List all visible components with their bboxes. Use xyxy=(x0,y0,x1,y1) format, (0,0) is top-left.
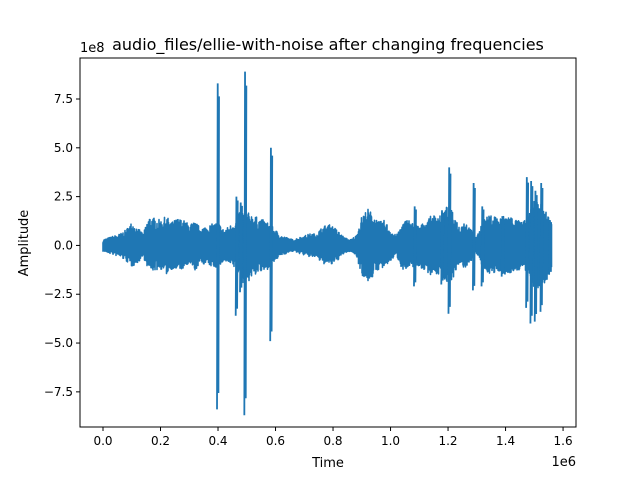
waveform-peak xyxy=(533,190,538,322)
waveform-peak xyxy=(269,147,274,342)
y-tick-label: 2.5 xyxy=(54,190,73,204)
y-axis: −7.5 −5.0 −2.5 0.0 2.5 5.0 7.5 xyxy=(44,92,80,399)
waveform-peak xyxy=(529,180,534,324)
x-axis: 0.0 0.2 0.4 0.6 0.8 1.0 1.2 1.4 1.6 xyxy=(93,427,573,448)
waveform-line xyxy=(102,200,553,289)
waveform-peak xyxy=(480,206,485,287)
y-tick-label: 7.5 xyxy=(54,92,73,106)
x-axis-label: Time xyxy=(311,456,344,471)
x-tick-label: 0.6 xyxy=(266,434,285,448)
waveform-peak xyxy=(472,182,476,291)
y-tick-label: 5.0 xyxy=(54,141,73,155)
x-tick-label: 1.0 xyxy=(381,434,400,448)
x-tick-label: 1.2 xyxy=(438,434,457,448)
waveform-peak xyxy=(500,216,505,277)
waveform-peak xyxy=(539,182,544,312)
x-tick-label: 0.8 xyxy=(323,434,342,448)
waveform-peak xyxy=(440,210,445,285)
x-tick-label: 0.4 xyxy=(208,434,227,448)
waveform-peak xyxy=(413,206,417,287)
y-offset-label: 1e8 xyxy=(80,41,105,56)
waveform-peak xyxy=(234,196,239,316)
x-tick-label: 1.6 xyxy=(554,434,573,448)
y-tick-label: 0.0 xyxy=(54,238,73,252)
x-offset-label: 1e6 xyxy=(551,455,576,470)
waveform-peak xyxy=(239,202,243,293)
y-tick-label: −2.5 xyxy=(44,287,73,301)
x-tick-label: 1.4 xyxy=(496,434,515,448)
y-tick-label: −5.0 xyxy=(44,336,73,350)
y-axis-label: Amplitude xyxy=(17,210,32,277)
x-tick-label: 0.0 xyxy=(93,434,112,448)
waveform-peak xyxy=(525,177,530,308)
waveform-peak xyxy=(548,220,553,275)
chart-title: audio_files/ellie-with-noise after chang… xyxy=(112,35,544,55)
y-tick-label: −7.5 xyxy=(44,385,73,399)
x-tick-label: 0.2 xyxy=(151,434,170,448)
axes-frame xyxy=(79,57,577,428)
plot-content xyxy=(102,71,553,416)
waveform-peak xyxy=(243,71,248,416)
waveform-peak xyxy=(216,83,220,410)
waveform-peak xyxy=(447,167,452,314)
